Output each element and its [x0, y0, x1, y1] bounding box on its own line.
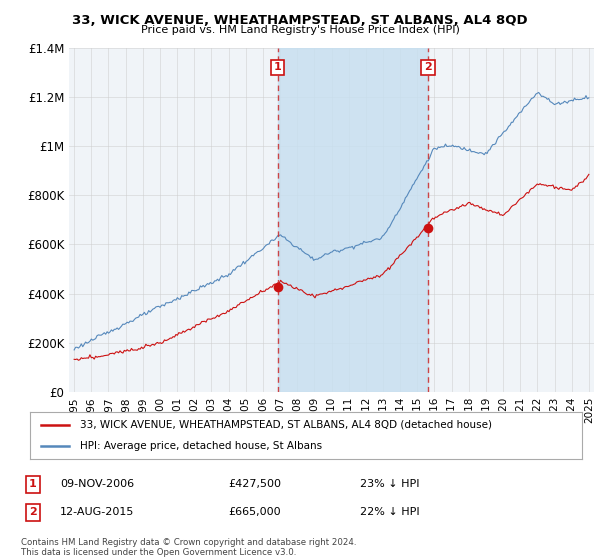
Text: 09-NOV-2006: 09-NOV-2006	[60, 479, 134, 489]
Bar	[278, 48, 428, 392]
Text: 12-AUG-2015: 12-AUG-2015	[60, 507, 134, 517]
Text: £665,000: £665,000	[228, 507, 281, 517]
Text: 1: 1	[29, 479, 37, 489]
Text: HPI: Average price, detached house, St Albans: HPI: Average price, detached house, St A…	[80, 441, 322, 451]
Text: 22% ↓ HPI: 22% ↓ HPI	[360, 507, 419, 517]
Text: Price paid vs. HM Land Registry's House Price Index (HPI): Price paid vs. HM Land Registry's House …	[140, 25, 460, 35]
Text: 2: 2	[29, 507, 37, 517]
Text: £427,500: £427,500	[228, 479, 281, 489]
Text: 1: 1	[274, 62, 281, 72]
Text: 33, WICK AVENUE, WHEATHAMPSTEAD, ST ALBANS, AL4 8QD: 33, WICK AVENUE, WHEATHAMPSTEAD, ST ALBA…	[72, 14, 528, 27]
Text: 2: 2	[424, 62, 432, 72]
Text: Contains HM Land Registry data © Crown copyright and database right 2024.
This d: Contains HM Land Registry data © Crown c…	[21, 538, 356, 557]
Text: 33, WICK AVENUE, WHEATHAMPSTEAD, ST ALBANS, AL4 8QD (detached house): 33, WICK AVENUE, WHEATHAMPSTEAD, ST ALBA…	[80, 420, 491, 430]
Text: 23% ↓ HPI: 23% ↓ HPI	[360, 479, 419, 489]
